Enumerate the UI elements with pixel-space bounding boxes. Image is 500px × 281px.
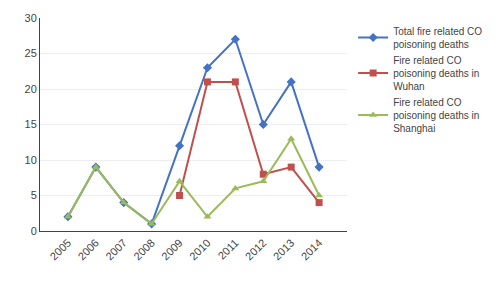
svg-text:30: 30	[25, 12, 37, 24]
svg-text:2011: 2011	[215, 237, 240, 262]
svg-text:2010: 2010	[187, 237, 213, 263]
svg-text:Total fire related COpoisoning: Total fire related COpoisoning deaths	[393, 26, 482, 50]
svg-text:0: 0	[31, 225, 37, 237]
svg-text:Fire related COpoisoning death: Fire related COpoisoning deaths inWuhan	[393, 55, 479, 92]
svg-text:25: 25	[25, 47, 37, 59]
svg-text:Fire related COpoisoning death: Fire related COpoisoning deaths inShangh…	[393, 97, 479, 134]
svg-text:10: 10	[25, 154, 37, 166]
svg-text:2008: 2008	[131, 237, 157, 263]
svg-text:2013: 2013	[271, 237, 297, 263]
svg-text:2005: 2005	[47, 237, 73, 263]
svg-text:20: 20	[25, 83, 37, 95]
svg-text:2009: 2009	[159, 237, 185, 263]
svg-text:5: 5	[31, 189, 37, 201]
svg-text:15: 15	[25, 118, 37, 130]
svg-text:2007: 2007	[103, 237, 129, 263]
svg-text:2014: 2014	[299, 237, 325, 263]
svg-text:2006: 2006	[75, 237, 101, 263]
svg-text:2012: 2012	[243, 237, 269, 263]
